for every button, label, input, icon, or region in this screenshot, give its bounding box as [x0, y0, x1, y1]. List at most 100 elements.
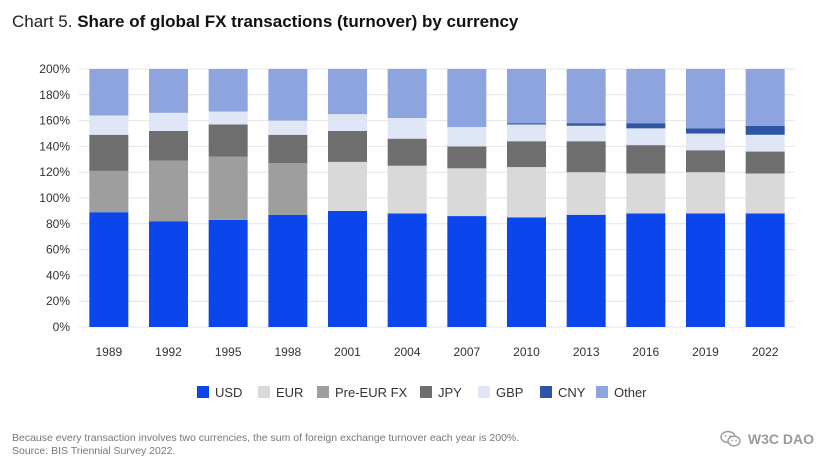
x-tick-label: 2007	[453, 345, 480, 359]
bar-segment-eur	[328, 161, 367, 211]
bar-segment-other	[328, 69, 367, 115]
legend-swatch	[317, 386, 329, 398]
bar-segment-jpy	[387, 138, 427, 166]
legend-swatch	[596, 386, 608, 398]
y-tick-label: 160%	[39, 114, 70, 128]
bar-segment-cny	[686, 128, 725, 134]
bar-segment-eur	[387, 165, 427, 214]
y-tick-label: 180%	[39, 88, 70, 102]
y-tick-label: 80%	[46, 217, 70, 231]
bar-segment-other	[507, 69, 546, 124]
x-tick-label: 2004	[394, 345, 421, 359]
chart-title-text: Share of global FX transactions (turnove…	[77, 12, 519, 31]
bar-segment-usd	[745, 213, 785, 327]
y-tick-label: 60%	[46, 243, 70, 257]
legend-label: CNY	[558, 384, 586, 400]
chart-title: Chart 5. Share of global FX transactions…	[12, 12, 518, 32]
watermark: W3C DAO	[720, 430, 814, 448]
bar-segment-usd	[208, 219, 248, 327]
bar-segment-usd	[686, 213, 725, 327]
bar-segment-eur	[566, 172, 606, 215]
chart-number: Chart 5.	[12, 12, 73, 31]
bar-segment-usd	[626, 213, 666, 327]
bar-segment-other	[387, 69, 427, 119]
legend-item: CNY	[540, 383, 585, 401]
bar-segment-gbp	[149, 112, 188, 131]
bar-segment-usd	[149, 221, 188, 327]
bar-segment-other	[268, 69, 308, 121]
bar-segment-jpy	[268, 134, 308, 164]
bar-segment-other	[208, 69, 248, 112]
y-tick-label: 120%	[39, 165, 70, 179]
bar-segment-jpy	[149, 130, 188, 161]
bar-segment-usd	[387, 213, 427, 327]
bar-segment-usd	[268, 214, 308, 327]
bar-segment-other	[89, 69, 129, 116]
bar-segment-other	[447, 69, 487, 128]
chart-legend: USD EUR Pre-EUR FX JPY GBP CNY Other	[0, 383, 826, 401]
bar-segment-gbp	[686, 133, 725, 151]
legend-swatch	[197, 386, 209, 398]
bar-segment-gbp	[566, 125, 606, 142]
legend-label: GBP	[496, 384, 524, 400]
footnote-source: Source: BIS Triennial Survey 2022.	[12, 445, 176, 457]
legend-label: Other	[614, 384, 647, 400]
stacked-bar-chart: 0% 20% 40% 60% 80% 100% 120% 140% 160% 180% 200% 19…	[39, 62, 795, 359]
bar-segment-gbp	[626, 128, 666, 146]
bar-segment-gbp	[507, 124, 546, 142]
bar-segment-pre-eur-fx	[149, 160, 188, 222]
x-tick-label: 2001	[334, 345, 361, 359]
legend-item: EUR	[258, 383, 303, 401]
bar-segment-eur	[447, 168, 487, 217]
bar-segment-pre-eur-fx	[268, 163, 308, 215]
bar-segment-jpy	[626, 145, 666, 174]
legend-item: Pre-EUR FX	[317, 383, 407, 401]
y-tick-label: 100%	[39, 191, 70, 205]
bar-segment-jpy	[566, 141, 606, 173]
y-tick-label: 0%	[53, 320, 71, 334]
y-tick-label: 200%	[39, 62, 70, 76]
bar-segment-eur	[507, 167, 546, 218]
bar-segment-eur	[626, 173, 666, 214]
bar-segment-jpy	[507, 141, 546, 168]
bar-segment-gbp	[447, 127, 487, 147]
bar-segment-usd	[447, 216, 487, 327]
bar-segment-usd	[507, 217, 546, 327]
legend-swatch	[258, 386, 270, 398]
y-tick-label: 40%	[46, 268, 70, 282]
legend-item: GBP	[478, 383, 523, 401]
bar-segment-other	[149, 69, 188, 113]
legend-label: Pre-EUR FX	[335, 384, 408, 400]
bar-segment-gbp	[328, 114, 367, 131]
x-tick-label: 1998	[274, 345, 301, 359]
y-tick-label: 140%	[39, 139, 70, 153]
footnote-note: Because every transaction involves two c…	[12, 432, 520, 444]
bar-segment-gbp	[268, 120, 308, 135]
bar-segment-gbp	[208, 111, 248, 125]
bar-segment-jpy	[686, 150, 725, 173]
legend-label: EUR	[276, 384, 304, 400]
bar-segment-other	[626, 69, 666, 124]
bar-segment-pre-eur-fx	[89, 170, 129, 213]
bar-segment-jpy	[745, 151, 785, 174]
x-tick-label: 1992	[155, 345, 182, 359]
x-tick-label: 2019	[692, 345, 719, 359]
x-tick-label: 2022	[752, 345, 779, 359]
legend-swatch	[420, 386, 432, 398]
bar-segment-eur	[745, 173, 785, 214]
bar-segment-gbp	[89, 115, 129, 135]
bar-segment-cny	[745, 125, 785, 135]
legend-label: JPY	[438, 384, 462, 400]
legend-swatch	[478, 386, 490, 398]
legend-item: Other	[596, 383, 647, 401]
bar-segment-pre-eur-fx	[208, 156, 248, 220]
x-tick-label: 1995	[215, 345, 242, 359]
y-tick-label: 20%	[46, 294, 70, 308]
x-tick-label: 2016	[632, 345, 659, 359]
legend-item: JPY	[420, 383, 462, 401]
legend-item: USD	[197, 383, 242, 401]
wechat-icon	[720, 430, 741, 447]
bar-segment-jpy	[89, 134, 129, 171]
bar-segment-eur	[686, 172, 725, 214]
bar-segment-jpy	[208, 124, 248, 157]
